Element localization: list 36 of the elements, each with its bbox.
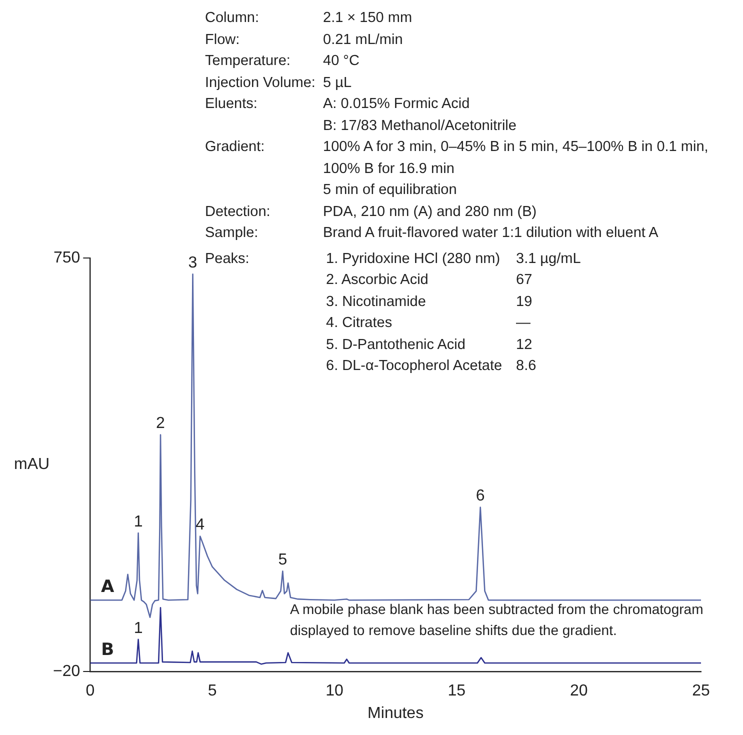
annotation: 3 <box>188 254 198 272</box>
text: 4. Citrates — <box>326 315 530 331</box>
series-label: A <box>100 577 115 598</box>
text: Injection Volume: 5 µL <box>205 74 353 92</box>
annotation: A mobile phase blank has been subtracted from the chromatogram displayed to remove baseline shifts due the gradient. <box>290 600 704 640</box>
x-tick-label: 25 <box>692 682 710 700</box>
annotation: 6. DL-α-Tocopherol Acetate 8.6 <box>325 357 536 376</box>
y-tick-label: −20 <box>53 663 80 680</box>
text: Detection: PDA, 210 nm (A) and 280 nm (B) <box>205 204 537 220</box>
text: Sample: Brand A fruit-flavored water 1:1 dilution with eluent A <box>205 225 658 241</box>
y-tick-label: 750 <box>53 249 80 266</box>
annotation: 6 <box>476 488 485 505</box>
x-tick-label: 15 <box>448 682 466 700</box>
annotation: 5 <box>278 552 288 569</box>
text: Flow: 0.21 mL/min <box>205 32 403 48</box>
x-tick-label: 20 <box>570 682 588 700</box>
text: B: 17/83 Methanol/Acetonitrile <box>323 116 518 136</box>
text: Eluents: A: 0.015% Formic Acid <box>205 96 470 112</box>
text: 5. D-Pantothenic Acid 12 <box>326 336 532 352</box>
series-label: B <box>101 640 114 660</box>
x-tick-label: 0 <box>86 682 95 700</box>
x-axis-title: Minutes <box>368 704 424 722</box>
text: 3. Nicotinamide 19 <box>326 294 532 310</box>
x-tick-label: 5 <box>208 682 217 700</box>
annotation: 1 <box>134 513 143 530</box>
text: 5 min of equilibration <box>323 181 458 200</box>
annotation: 4 <box>196 516 205 534</box>
y-axis-title: mAU <box>14 456 50 474</box>
annotation: 1 <box>134 620 143 637</box>
text: 2. Ascorbic Acid 67 <box>326 272 532 288</box>
text: Column: 2.1 × 150 mm <box>205 10 412 26</box>
annotation: 2 <box>156 415 166 432</box>
x-tick-label: 10 <box>326 682 344 700</box>
text: Peaks: 1. Pyridoxine HCl (280 nm) 3.1 µg/mL <box>205 250 581 266</box>
text: Temperature: 40 °C <box>205 53 360 69</box>
text: Gradient: 100% A for 3 min, 0–45% B in 5 min, 45–100% B in 0.1 min, 100% B for 16.9 min <box>205 139 708 176</box>
